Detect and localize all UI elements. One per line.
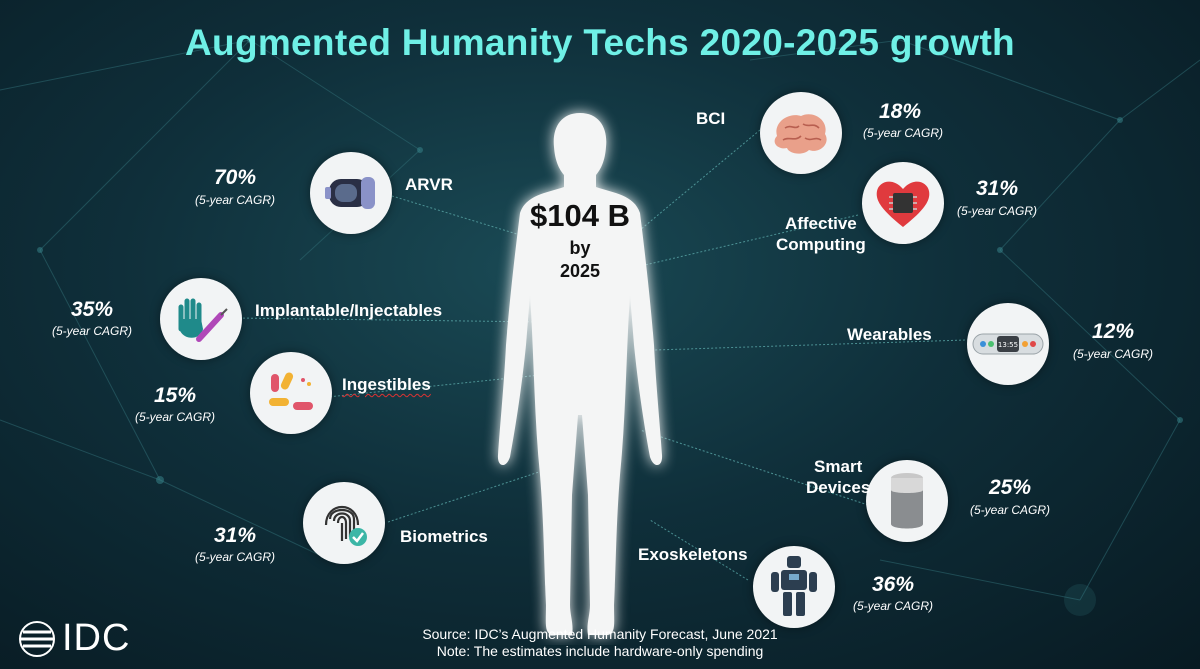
bci-label: BCI <box>696 109 726 128</box>
idc-globe-icon <box>19 620 55 657</box>
bci-pct: 18% <box>878 100 922 123</box>
smart-label-line1: Smart <box>814 457 863 476</box>
arvr-circle <box>310 152 392 234</box>
total-by: by <box>569 238 591 258</box>
fitness-band-icon: 13:55 <box>972 333 1044 355</box>
biometrics-pct: 31% <box>213 524 257 547</box>
ingestibles-cagr: (5-year CAGR) <box>134 410 215 424</box>
human-silhouette-icon <box>497 113 663 635</box>
implantable-cagr: (5-year CAGR) <box>51 324 132 338</box>
biometrics-label: Biometrics <box>400 527 488 546</box>
robot-exoskeleton-icon <box>771 556 817 616</box>
heart-chip-icon <box>876 181 930 227</box>
wearables-label: Wearables <box>847 325 932 344</box>
exo-cagr: (5-year CAGR) <box>852 599 933 613</box>
smart-pct: 25% <box>988 476 1032 499</box>
spending-note: Note: The estimates include hardware-onl… <box>436 643 764 659</box>
affective-label-line1: Affective <box>784 214 857 233</box>
bci-circle <box>760 92 842 174</box>
arvr-pct: 70% <box>213 166 257 189</box>
implantable-pct: 35% <box>70 298 114 321</box>
smart-label: Smart Devices <box>806 456 870 498</box>
wearables-cagr: (5-year CAGR) <box>1072 347 1153 361</box>
smart-label-line2: Devices <box>806 478 871 497</box>
ingestibles-circle <box>250 352 332 434</box>
logo-text: IDC <box>62 617 131 659</box>
bci-cagr: (5-year CAGR) <box>862 126 943 140</box>
ingestibles-label: Ingestibles <box>342 375 431 394</box>
ingestibles-pct: 15% <box>153 384 197 407</box>
affective-label-line2: Computing <box>776 235 866 254</box>
page-title: Augmented Humanity Techs 2020-2025 growt… <box>185 22 1015 63</box>
wearables-pct: 12% <box>1091 320 1135 343</box>
arvr-cagr: (5-year CAGR) <box>194 193 275 207</box>
arvr-label: ARVR <box>405 175 453 194</box>
affective-cagr: (5-year CAGR) <box>956 204 1037 218</box>
affective-circle <box>862 162 944 244</box>
biometrics-cagr: (5-year CAGR) <box>194 550 275 564</box>
brain-icon <box>774 114 827 154</box>
smart-circle <box>866 460 948 542</box>
footer-notes: Source: IDC’s Augmented Humanity Forecas… <box>300 626 900 660</box>
smart-speaker-icon <box>891 473 923 529</box>
svg-text:13:55: 13:55 <box>998 341 1018 349</box>
smart-cagr: (5-year CAGR) <box>969 503 1050 517</box>
exo-label: Exoskeletons <box>638 545 748 564</box>
fingerprint-icon <box>324 506 367 546</box>
biometrics-circle <box>303 482 385 564</box>
idc-logo: IDC <box>18 617 130 660</box>
implantable-circle <box>160 278 242 360</box>
affective-pct: 31% <box>975 177 1019 200</box>
wearables-circle: 13:55 <box>967 303 1049 385</box>
vr-headset-icon <box>325 177 375 209</box>
glove-syringe-icon <box>178 298 228 342</box>
total-amount: $104 B <box>530 198 630 233</box>
total-market-value: $104 B by 2025 <box>520 198 640 282</box>
affective-label: Affective Computing <box>776 213 866 255</box>
pills-icon <box>269 372 313 410</box>
exo-circle <box>753 546 835 628</box>
total-year: 2025 <box>559 261 601 281</box>
implantable-label: Implantable/Injectables <box>255 301 443 320</box>
exo-pct: 36% <box>871 573 915 596</box>
source-note: Source: IDC’s Augmented Humanity Forecas… <box>422 626 778 642</box>
